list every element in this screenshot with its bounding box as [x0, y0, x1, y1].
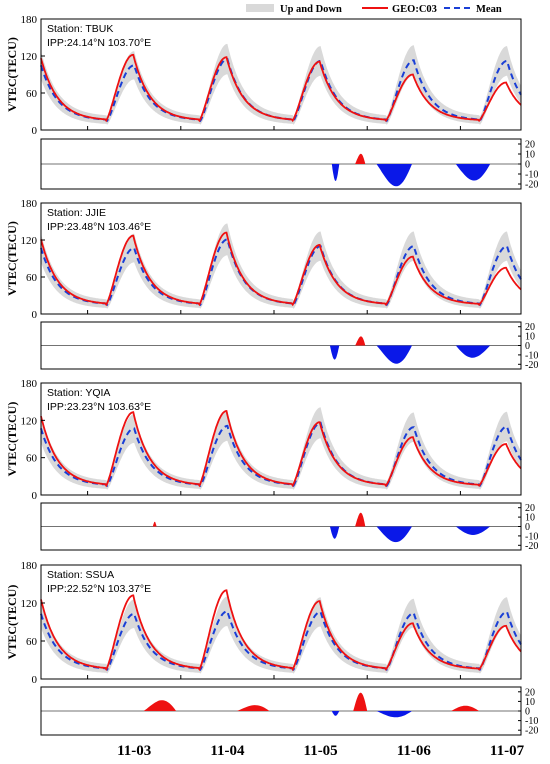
x-tick-label: 11-06 [397, 743, 432, 759]
diff-tick-label: -10 [525, 350, 538, 361]
negative-diff-area [376, 164, 412, 187]
y-tick-label: 180 [21, 198, 38, 210]
station-label: Station: TBUK [47, 23, 113, 35]
station-label: Station: JJIE [47, 207, 106, 219]
y-tick-label: 0 [32, 309, 38, 321]
y-axis-label: VTEC(TECU) [5, 37, 19, 112]
main-plot-frame [40, 18, 522, 131]
geo-c03-series-line [40, 53, 522, 123]
negative-diff-area [376, 345, 412, 364]
positive-diff-area [152, 521, 157, 527]
geo-c03-series-line [40, 231, 522, 307]
diff-tick-label: 20 [525, 322, 535, 333]
panel-4: 0 60 120 180 Station: SSUA IPP:22.52°N 103.37… [5, 560, 538, 737]
station-label: Station: YQIA [47, 387, 110, 399]
negative-diff-area [329, 526, 340, 539]
diff-tick-label: -10 [525, 531, 538, 542]
y-tick-label: 60 [26, 272, 38, 284]
ipp-label: IPP:23.23°N 103.63°E [47, 401, 151, 413]
panel-2: 0 60 120 180 Station: JJIE IPP:23.48°N 103.46… [5, 198, 538, 371]
negative-diff-area [329, 345, 340, 360]
main-plot-frame [40, 564, 522, 680]
diff-tick-label: 0 [525, 522, 530, 533]
y-tick-label: 0 [32, 125, 38, 137]
diff-tick-label: 20 [525, 687, 535, 698]
station-label: Station: SSUA [47, 569, 114, 581]
diff-tick-label: 10 [525, 513, 535, 524]
positive-diff-area [353, 692, 368, 711]
diff-tick-label: 0 [525, 341, 530, 352]
x-tick-label: 11-05 [304, 743, 338, 759]
y-tick-label: 180 [21, 560, 38, 572]
positive-diff-area [355, 512, 366, 527]
diff-tick-label: 20 [525, 503, 535, 514]
mean-series-line [40, 421, 522, 488]
diff-tick-label: 20 [525, 140, 535, 151]
x-tick-label: 11-04 [210, 743, 245, 759]
y-tick-label: 120 [21, 415, 38, 427]
y-tick-label: 60 [26, 453, 38, 465]
diff-tick-label: 0 [525, 707, 530, 718]
ipp-label: IPP:24.14°N 103.70°E [47, 37, 151, 49]
diff-tick-label: -20 [525, 180, 538, 191]
x-tick-label: 11-07 [490, 743, 525, 759]
x-tick-label: 11-03 [117, 743, 151, 759]
mean-series-line [40, 58, 522, 123]
legend-band-swatch [246, 4, 274, 12]
legend-obs-label: GEO:C03 [392, 4, 437, 15]
diff-tick-label: -10 [525, 716, 538, 727]
diff-tick-label: 10 [525, 697, 535, 708]
y-axis-label: VTEC(TECU) [5, 585, 19, 660]
negative-diff-area [331, 711, 340, 716]
y-tick-label: 180 [21, 378, 38, 390]
y-tick-label: 120 [21, 598, 38, 610]
y-axis-label: VTEC(TECU) [5, 221, 19, 296]
negative-diff-area [455, 526, 491, 535]
x-axis: 11-03 11-04 11-05 11-06 11-07 [117, 743, 524, 759]
diff-tick-label: -20 [525, 360, 538, 371]
up-down-band [41, 223, 521, 309]
positive-diff-area [355, 153, 366, 164]
geo-c03-series-line [40, 410, 522, 488]
ipp-label: IPP:22.52°N 103.37°E [47, 583, 151, 595]
diff-tick-label: 10 [525, 332, 535, 343]
diff-tick-label: 0 [525, 160, 530, 171]
diff-tick-label: 10 [525, 150, 535, 161]
y-tick-label: 180 [21, 14, 38, 26]
positive-diff-area [451, 705, 480, 711]
legend-mean-label: Mean [476, 4, 502, 15]
negative-diff-area [331, 164, 340, 181]
negative-diff-area [455, 164, 491, 181]
up-down-band [41, 407, 521, 490]
y-tick-label: 0 [32, 490, 38, 502]
y-tick-label: 60 [26, 88, 38, 100]
y-tick-label: 120 [21, 235, 38, 247]
negative-diff-area [376, 711, 412, 718]
ipp-label: IPP:23.48°N 103.46°E [47, 221, 151, 233]
legend-band-label: Up and Down [280, 4, 342, 15]
diff-tick-label: -20 [525, 541, 538, 552]
y-tick-label: 60 [26, 636, 38, 648]
diff-tick-label: -20 [525, 726, 538, 737]
main-plot-frame [40, 202, 522, 315]
panel-1: 0 60 120 180 Station: TBUK IPP:24.14°N 103.70… [5, 14, 538, 191]
up-down-band [41, 43, 521, 125]
panel-3: 0 60 120 180 Station: YQIA IPP:23.23°N 103.63… [5, 378, 538, 552]
y-axis-label: VTEC(TECU) [5, 402, 19, 477]
diff-tick-label: -10 [525, 170, 538, 181]
y-tick-label: 0 [32, 674, 38, 686]
negative-diff-area [376, 526, 412, 543]
positive-diff-area [355, 336, 366, 346]
main-plot-frame [40, 382, 522, 496]
geo-c03-series-line [40, 589, 522, 672]
y-tick-label: 120 [21, 51, 38, 63]
positive-diff-area [236, 705, 270, 711]
positive-diff-area [143, 700, 177, 711]
legend: Up and Down GEO:C03 Mean [246, 4, 502, 15]
negative-diff-area [455, 345, 491, 358]
